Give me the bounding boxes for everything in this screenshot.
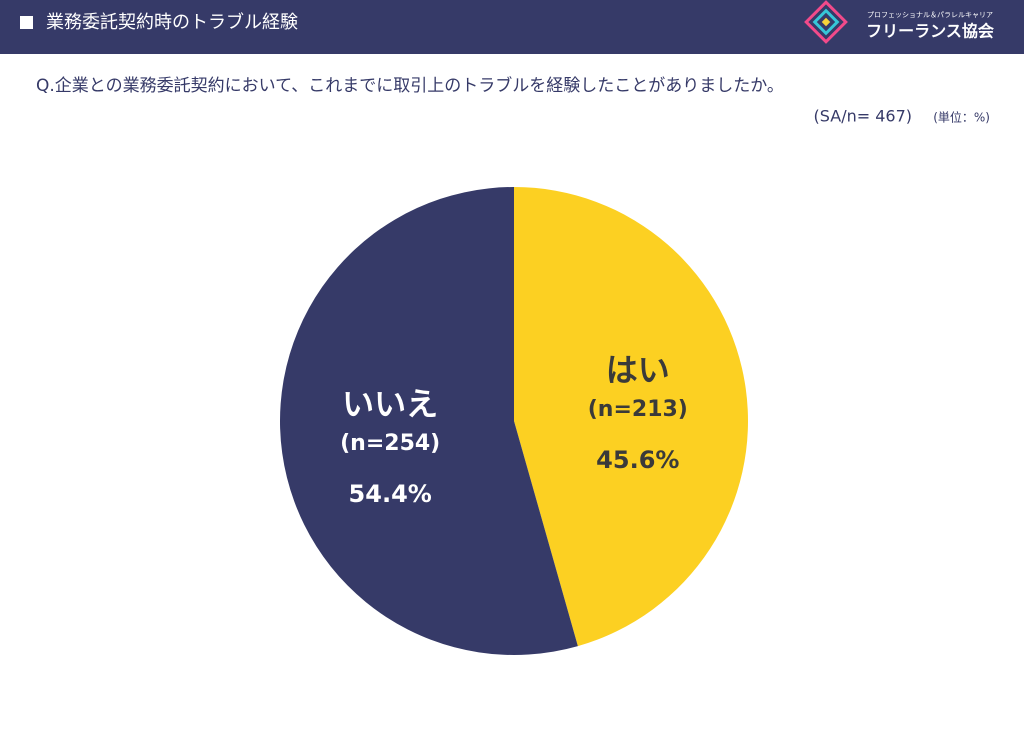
slice-count: (n=213) [588,397,688,422]
logo-name: フリーランス協会 [866,22,994,41]
pie-slice [280,187,578,655]
logo-mark [804,0,848,44]
header-bar [0,0,1024,54]
unit-note: (単位：%) [933,110,990,125]
sample-note: (SA/n= 467) [814,107,912,126]
pie-slice [514,187,749,647]
header-title: 業務委託契約時のトラブル経験 [46,11,298,33]
question: Q.企業との業務委託契約において、これまでに取引上のトラブルを経験したことがあり… [36,75,784,96]
slice-label: いいえ [342,385,438,423]
slice-value: 45.6% [596,446,679,474]
slice-count: (n=254) [340,431,440,456]
slice-label: はい [606,351,670,389]
slice-value: 54.4% [349,480,432,508]
logo-tagline: プロフェッショナル＆パラレルキャリア [867,11,993,19]
header-bullet [20,16,33,29]
